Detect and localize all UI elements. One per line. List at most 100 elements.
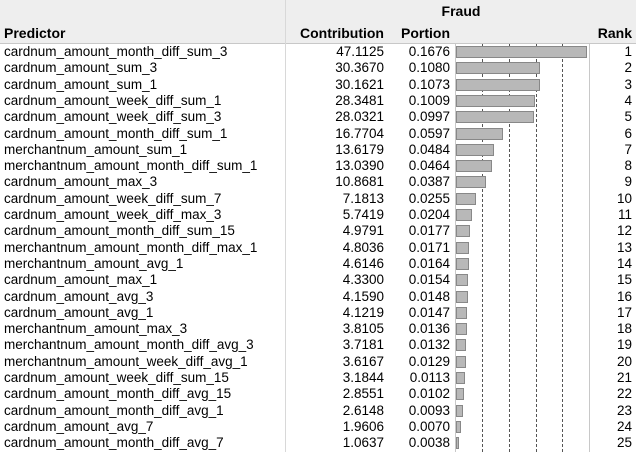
- portion-cell: 0.0387: [408, 174, 450, 190]
- portion-cell: 0.0997: [408, 109, 450, 125]
- table-row[interactable]: cardnum_amount_week_diff_sum_7 7.1813 0.02…: [0, 191, 636, 207]
- bar-gridline: [536, 44, 537, 452]
- table-row[interactable]: merchantnum_amount_max_3 3.8105 0.0136 18: [0, 321, 636, 337]
- portion-bar: [456, 94, 535, 107]
- table-row[interactable]: cardnum_amount_month_diff_sum_1 16.7704 0.…: [0, 126, 636, 142]
- portion-bar: [456, 339, 467, 352]
- table-row[interactable]: cardnum_amount_week_diff_sum_15 3.1844 0.0…: [0, 370, 636, 386]
- contribution-cell: 3.7181: [342, 337, 384, 353]
- portion-cell: 0.0038: [408, 435, 450, 451]
- table-row[interactable]: cardnum_amount_week_diff_max_3 5.7419 0.02…: [0, 207, 636, 223]
- bar-gridline: [562, 44, 563, 452]
- table-row[interactable]: cardnum_amount_month_diff_avg_1 2.6148 0.0…: [0, 403, 636, 419]
- table-row[interactable]: cardnum_amount_sum_3 30.3670 0.1080 2: [0, 60, 636, 76]
- portion-cell: 0.1009: [408, 92, 450, 108]
- predictor-cell: cardnum_amount_month_diff_avg_7: [4, 435, 224, 451]
- contribution-cell: 3.1844: [342, 370, 384, 385]
- predictor-cell: merchantnum_amount_max_3: [4, 321, 188, 337]
- table-row[interactable]: cardnum_amount_max_3 10.8681 0.0387 9: [0, 174, 636, 190]
- portion-cell: 0.0129: [408, 353, 450, 369]
- table-row[interactable]: cardnum_amount_avg_1 4.1219 0.0147 17: [0, 305, 636, 321]
- portion-cell: 0.0177: [408, 223, 450, 239]
- portion-bar: [456, 420, 462, 433]
- column-header-predictor[interactable]: Predictor: [4, 25, 66, 41]
- portion-cell: 0.0136: [408, 321, 450, 337]
- table-row[interactable]: cardnum_amount_week_diff_sum_1 28.3481 0.1…: [0, 93, 636, 109]
- table-row[interactable]: merchantnum_amount_week_diff_avg_1 3.6167…: [0, 354, 636, 370]
- rank-cell: 15: [616, 272, 632, 288]
- contribution-cell: 28.0321: [335, 109, 384, 125]
- portion-bar: [456, 192, 476, 205]
- contribution-cell: 3.6167: [342, 353, 384, 369]
- portion-cell: 0.0255: [408, 190, 450, 206]
- rank-cell: 19: [616, 337, 632, 353]
- rank-cell: 16: [616, 288, 632, 304]
- predictor-cell: cardnum_amount_month_diff_avg_15: [4, 386, 232, 402]
- rank-cell: 11: [617, 207, 632, 222]
- table-row[interactable]: cardnum_amount_max_1 4.3300 0.0154 15: [0, 272, 636, 288]
- portion-bar: [456, 127, 503, 140]
- contribution-cell: 10.8681: [335, 174, 384, 190]
- contribution-cell: 4.9791: [342, 223, 384, 239]
- column-header-row: Predictor Contribution Portion Rank: [0, 23, 636, 44]
- contribution-cell: 28.3481: [335, 92, 384, 108]
- rank-cell: 9: [624, 174, 632, 190]
- portion-bar: [456, 78, 540, 91]
- predictor-cell: merchantnum_amount_month_diff_sum_1: [4, 158, 258, 174]
- predictor-cell: merchantnum_amount_month_diff_avg_3: [4, 337, 254, 353]
- contribution-cell: 7.1813: [342, 190, 384, 206]
- predictor-cell: cardnum_amount_avg_3: [4, 288, 154, 304]
- contribution-cell: 4.6146: [342, 255, 384, 271]
- column-header-contribution[interactable]: Contribution: [300, 25, 384, 41]
- portion-cell: 0.1073: [408, 76, 450, 92]
- table-row[interactable]: cardnum_amount_avg_7 1.9606 0.0070 24: [0, 419, 636, 435]
- portion-cell: 0.0164: [408, 255, 450, 271]
- table-row[interactable]: cardnum_amount_month_diff_sum_15 4.9791 0.…: [0, 223, 636, 239]
- column-header-portion[interactable]: Portion: [401, 25, 450, 41]
- contribution-cell: 47.1125: [336, 44, 384, 59]
- table-row[interactable]: merchantnum_amount_month_diff_max_1 4.803…: [0, 240, 636, 256]
- rank-cell: 14: [616, 255, 632, 271]
- rank-cell: 2: [624, 60, 632, 76]
- portion-bar: [456, 437, 459, 450]
- rank-cell: 1: [624, 44, 632, 59]
- predictor-cell: cardnum_amount_avg_1: [4, 304, 154, 320]
- portion-bar: [456, 62, 541, 75]
- table-row[interactable]: cardnum_amount_sum_1 30.1621 0.1073 3: [0, 77, 636, 93]
- portion-bar: [456, 225, 470, 238]
- table-row[interactable]: merchantnum_amount_month_diff_avg_3 3.718…: [0, 337, 636, 353]
- predictor-cell: cardnum_amount_month_diff_sum_3: [4, 44, 228, 59]
- table-row[interactable]: cardnum_amount_month_diff_avg_15 2.8551 0.…: [0, 386, 636, 402]
- rank-cell: 24: [616, 418, 632, 434]
- rank-cell: 22: [616, 386, 632, 402]
- contribution-cell: 2.6148: [342, 402, 384, 418]
- portion-bar: [456, 257, 469, 270]
- contribution-cell: 2.8551: [342, 386, 384, 402]
- portion-bar: [456, 160, 493, 173]
- rank-cell: 21: [616, 370, 632, 385]
- contribution-cell: 13.0390: [335, 158, 384, 174]
- rank-cell: 12: [616, 223, 632, 239]
- table-row[interactable]: merchantnum_amount_avg_1 4.6146 0.0164 14: [0, 256, 636, 272]
- predictor-cell: merchantnum_amount_avg_1: [4, 255, 184, 271]
- predictor-cell: cardnum_amount_month_diff_sum_15: [4, 223, 235, 239]
- portion-bar: [456, 355, 467, 368]
- rank-cell: 10: [616, 190, 632, 206]
- table-row[interactable]: cardnum_amount_month_diff_avg_7 1.0637 0.0…: [0, 435, 636, 451]
- predictor-cell: cardnum_amount_week_diff_max_3: [4, 207, 222, 222]
- table-row[interactable]: cardnum_amount_avg_3 4.1590 0.0148 16: [0, 289, 636, 305]
- portion-bar: [456, 388, 464, 401]
- column-header-rank[interactable]: Rank: [597, 25, 632, 41]
- portion-bar: [456, 209, 472, 221]
- portion-cell: 0.0204: [408, 207, 450, 222]
- table-row[interactable]: merchantnum_amount_sum_1 13.6179 0.0484 7: [0, 142, 636, 158]
- portion-cell: 0.0113: [409, 370, 450, 385]
- table-row[interactable]: cardnum_amount_week_diff_sum_3 28.0321 0.0…: [0, 109, 636, 125]
- table-row[interactable]: merchantnum_amount_month_diff_sum_1 13.03…: [0, 158, 636, 174]
- contribution-cell: 1.0637: [342, 435, 384, 451]
- predictor-cell: cardnum_amount_sum_1: [4, 76, 158, 92]
- rank-cell: 23: [616, 402, 632, 418]
- rank-cell: 8: [624, 158, 632, 174]
- table-row[interactable]: cardnum_amount_month_diff_sum_3 47.1125 0.…: [0, 44, 636, 60]
- predictor-cell: cardnum_amount_week_diff_sum_15: [4, 370, 229, 385]
